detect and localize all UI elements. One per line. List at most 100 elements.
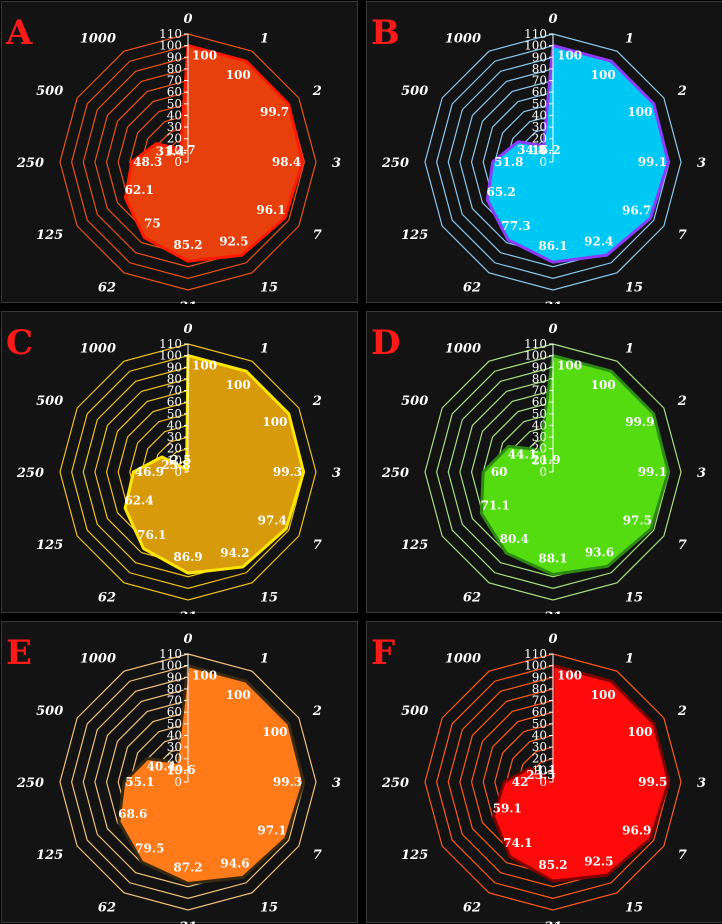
tick-label: 0 [174,465,182,479]
value-label: 100 [627,725,652,739]
tick-label: 10 [532,143,547,157]
tick-label: 20 [532,442,547,456]
category-label: 31 [544,610,562,614]
category-label: 500 [401,84,428,99]
tick-label: 10 [532,453,547,467]
tick-label: 90 [532,360,547,374]
value-label: 99.9 [625,415,654,429]
value-label: 65.2 [487,185,516,199]
category-label: 1 [260,341,269,356]
value-label: 99.7 [260,105,289,119]
category-label: 1 [625,341,634,356]
value-label: 88.1 [538,552,567,566]
tick-label: 0 [539,465,547,479]
value-label: 55.1 [125,775,154,789]
value-label: 2.5 [171,453,192,467]
value-label: 44.1 [508,447,537,461]
tick-label: 50 [167,407,182,421]
value-label: 96.9 [622,823,651,837]
value-label: 40.4 [147,759,176,773]
category-label: 1000 [80,31,116,46]
radar-chart: 0102030405060708090100110012371531621252… [16,632,341,924]
tick-label: 50 [167,97,182,111]
value-label: 77.3 [501,219,530,233]
value-label: 99.5 [638,775,667,789]
category-label: 125 [401,848,428,863]
tick-label: 70 [532,694,547,708]
tick-label: 10 [167,453,182,467]
value-label: 87.2 [173,860,202,874]
category-label: 7 [678,848,687,863]
value-label: 94.2 [220,546,249,560]
tick-label: 0 [539,775,547,789]
tick-label: 40 [167,108,182,122]
category-label: 7 [313,848,322,863]
category-label: 1 [625,31,634,46]
tick-label: 60 [532,705,547,719]
value-label: 76.1 [137,528,166,542]
chart-panel-d: 0102030405060708090100110012371531621252… [366,311,722,614]
category-label: 250 [16,156,44,171]
category-label: 2 [677,394,687,409]
tick-label: 30 [167,740,182,754]
tick-label: 40 [532,728,547,742]
category-label: 3 [697,776,706,791]
value-label: 97.5 [623,514,652,528]
value-label: 21.9 [531,453,560,467]
category-label: 31 [179,300,197,304]
chart-panel-e: 0102030405060708090100110012371531621252… [1,621,358,924]
grid-ring [424,343,682,601]
category-label: 125 [36,228,63,243]
tick-label: 100 [159,349,182,363]
tick-label: 100 [524,659,547,673]
chart-panel-b: 0102030405060708090100110012371531621252… [366,1,722,304]
category-label: 2 [677,84,687,99]
category-label: 500 [36,84,63,99]
tick-label: 110 [159,27,182,41]
value-label: 68.6 [118,807,147,821]
radar-chart: 0102030405060708090100110012371531621252… [16,322,341,614]
tick-label: 90 [167,670,182,684]
value-label: 79.5 [135,841,164,855]
radar-chart: 0102030405060708090100110012371531621252… [16,12,341,304]
category-label: 250 [381,776,409,791]
tick-label: 60 [532,85,547,99]
panel-letter: E [6,633,32,673]
category-label: 7 [313,228,322,243]
value-label: 93.6 [585,545,614,559]
value-label: 48.3 [133,155,162,169]
grid-ring [59,653,317,911]
tick-label: 10 [167,143,182,157]
tick-label: 80 [532,62,547,76]
value-label: 99.3 [273,775,302,789]
value-label: 99.3 [273,465,302,479]
value-label: 99.1 [638,155,667,169]
value-label: 100 [627,105,652,119]
tick-label: 40 [532,108,547,122]
radar-chart: 0102030405060708090100110012371531621252… [381,322,706,614]
value-label: 100 [591,688,616,702]
category-label: 62 [463,591,481,606]
category-label: 15 [625,591,643,606]
tick-label: 100 [524,349,547,363]
tick-label: 50 [532,97,547,111]
tick-label: 0 [174,155,182,169]
tick-label: 110 [159,337,182,351]
grid-ring [59,33,317,291]
value-label: 97.4 [258,514,287,528]
category-label: 3 [332,466,341,481]
category-label: 125 [401,538,428,553]
tick-label: 70 [167,694,182,708]
value-label: 100 [226,68,251,82]
value-label: 100 [226,378,251,392]
category-label: 0 [183,322,192,337]
category-label: 31 [544,300,562,304]
category-label: 1000 [445,341,481,356]
value-label: 100 [262,725,287,739]
category-label: 62 [98,281,116,296]
value-label: 51.8 [494,155,523,169]
value-label: 25.8 [161,458,190,472]
grid-ring [59,343,317,601]
tick-label: 0 [539,155,547,169]
category-label: 125 [36,848,63,863]
